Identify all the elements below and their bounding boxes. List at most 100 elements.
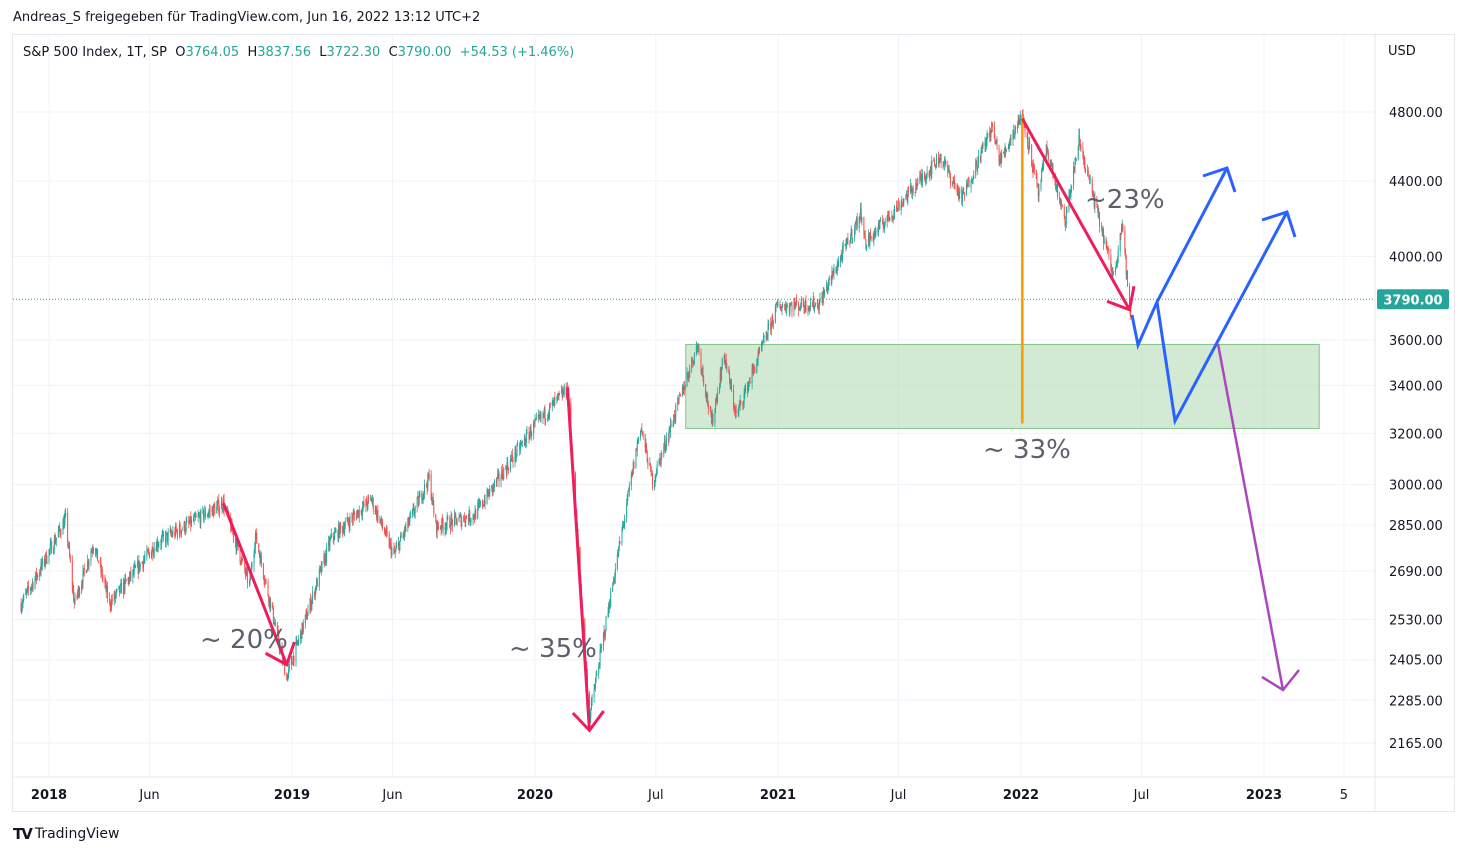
drop-arrow[interactable] — [222, 502, 296, 667]
candle — [146, 545, 148, 561]
candle — [854, 221, 856, 235]
candle — [868, 232, 870, 247]
bull-projection-2[interactable] — [1155, 211, 1289, 426]
x-tick-label: Jul — [890, 788, 907, 803]
candle — [832, 267, 834, 277]
candle — [776, 302, 778, 305]
candle — [892, 216, 894, 224]
candle — [334, 527, 336, 541]
candle — [1005, 146, 1007, 157]
candle — [701, 366, 703, 377]
candle — [677, 395, 679, 412]
candle — [339, 522, 341, 539]
candle — [1075, 158, 1077, 161]
candle — [1069, 190, 1071, 199]
candle — [1005, 149, 1007, 153]
candle — [431, 493, 433, 505]
candle — [143, 555, 145, 573]
candle — [695, 341, 697, 357]
candle — [58, 525, 60, 538]
candle — [41, 556, 43, 571]
candle — [79, 586, 81, 598]
share-attribution: Andreas_S freigegeben für TradingView.co… — [13, 10, 481, 25]
candle — [421, 490, 423, 505]
candle — [297, 639, 299, 647]
candle — [917, 177, 919, 186]
candle — [157, 540, 159, 553]
candle — [971, 176, 973, 183]
candle — [180, 529, 182, 538]
x-tick-label: 2022 — [1003, 788, 1039, 803]
candle — [598, 662, 600, 669]
candle — [986, 130, 988, 147]
tradingview-logo[interactable]: TV TradingView — [13, 825, 119, 843]
candle — [887, 210, 889, 222]
candle — [220, 496, 222, 509]
candle — [614, 563, 616, 584]
time-axis[interactable]: 2018 Jun 2019 Jun 2020 Jul 2021 Jul 2022 Jul 2023 5 — [31, 788, 1348, 803]
candle — [474, 504, 476, 520]
candle — [638, 436, 640, 444]
candle — [711, 409, 713, 427]
bear-projection[interactable] — [1216, 343, 1285, 691]
bull-projection-1[interactable] — [1130, 167, 1229, 350]
candle — [417, 490, 419, 499]
candle — [440, 525, 442, 536]
candle — [107, 581, 109, 603]
candle — [679, 391, 681, 396]
candle — [110, 601, 112, 613]
candle — [54, 532, 56, 546]
candle — [468, 505, 470, 527]
candle — [48, 548, 50, 565]
candle — [906, 193, 908, 204]
candle — [1055, 184, 1057, 193]
candle — [1087, 164, 1089, 177]
candle — [915, 179, 917, 191]
candle — [547, 414, 549, 422]
candle — [254, 541, 256, 558]
candle — [449, 515, 451, 529]
candle — [496, 477, 498, 487]
candle — [493, 479, 495, 492]
candle — [1047, 148, 1049, 162]
candle — [320, 565, 322, 572]
candle — [81, 579, 83, 590]
candle — [478, 498, 480, 509]
candle — [319, 568, 321, 574]
candle — [53, 534, 55, 554]
candle — [200, 508, 202, 529]
support-zone[interactable] — [685, 343, 1320, 429]
candle — [1017, 120, 1019, 134]
candle — [193, 512, 195, 525]
candle — [292, 662, 294, 666]
candle — [498, 470, 500, 488]
candle — [141, 560, 143, 565]
candle — [344, 521, 346, 537]
candle — [549, 402, 551, 409]
candle — [1063, 204, 1065, 220]
y-tick-label: 4000.00 — [1389, 251, 1443, 266]
candle — [302, 622, 304, 635]
drop-arrow[interactable] — [1021, 117, 1136, 312]
candle — [218, 493, 220, 516]
candle — [500, 473, 502, 488]
candle — [925, 173, 927, 185]
drop-arrow[interactable] — [566, 387, 605, 733]
candle — [348, 517, 350, 534]
x-tick-label: Jul — [647, 788, 664, 803]
price-axis[interactable]: USD 4800.00 4400.00 4000.00 3600.00 3400.00 3… — [1388, 44, 1443, 752]
candle — [957, 184, 959, 196]
candle — [714, 408, 716, 428]
candle — [880, 216, 882, 222]
candle — [507, 456, 509, 471]
symbol-name[interactable]: S&P 500 Index, 1T, SP — [23, 45, 167, 60]
candle — [687, 371, 689, 380]
candle — [315, 585, 317, 594]
candle — [912, 185, 914, 196]
candle — [113, 590, 115, 606]
candle — [298, 634, 300, 646]
candle — [242, 558, 244, 562]
candle — [1035, 169, 1037, 180]
candle — [774, 304, 776, 324]
